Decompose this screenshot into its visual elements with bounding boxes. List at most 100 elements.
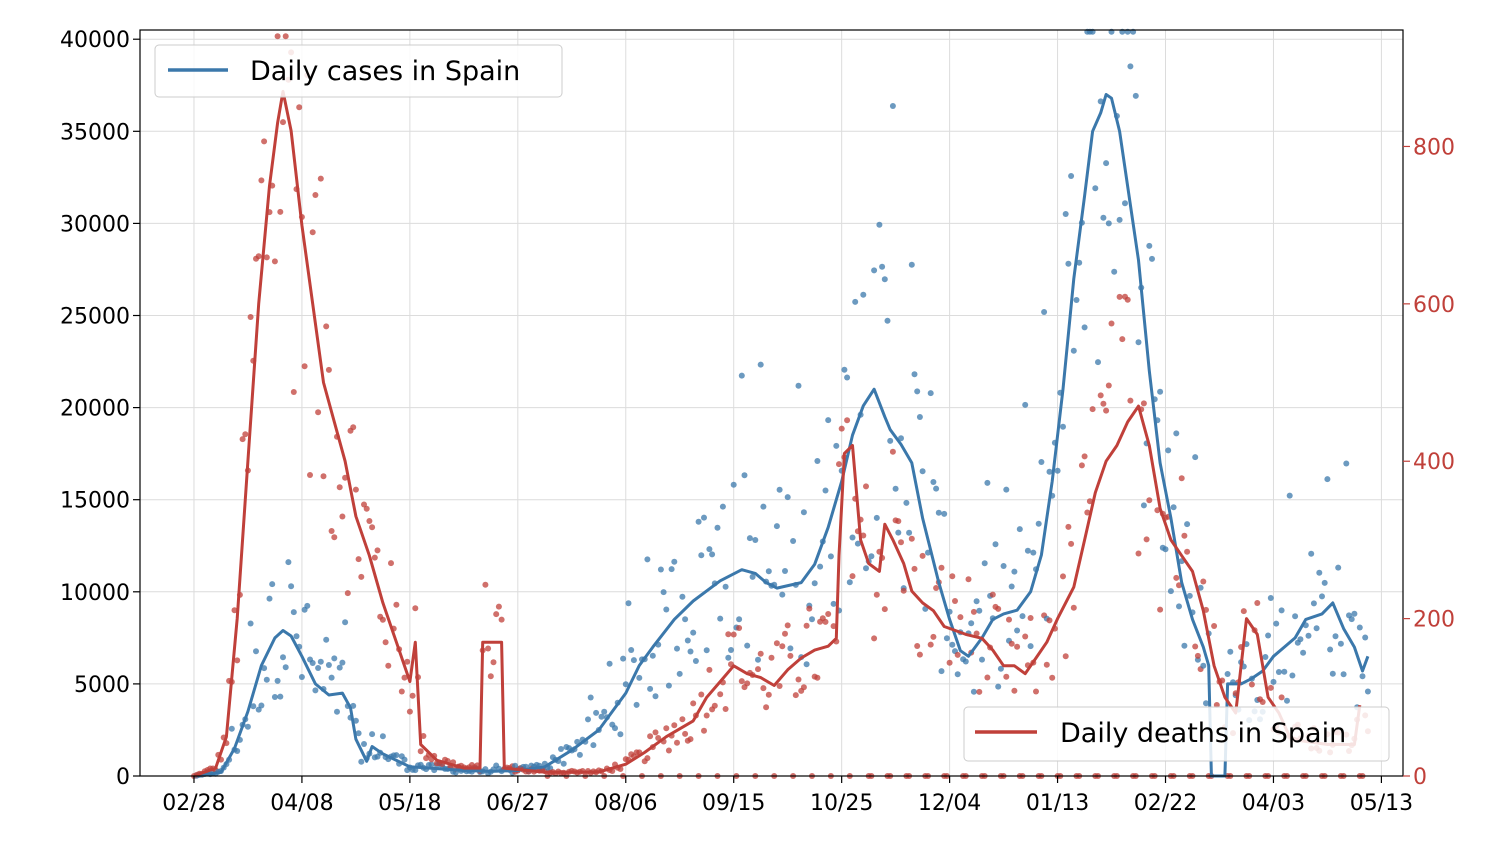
deaths-point [957,614,964,621]
cases-point [1116,216,1123,223]
cases-point [746,535,753,542]
deaths-point [420,733,427,739]
deaths-point [844,417,851,424]
cases-point [849,534,856,541]
cases-point [247,620,254,627]
cases-point [633,701,640,708]
cases-point [652,693,659,700]
cases-point [657,566,664,573]
y-right-tick-label-0: 0 [1413,765,1427,790]
deaths-point [344,590,351,597]
deaths-point [784,622,791,629]
cases-point [1022,401,1029,408]
cases-point [984,479,991,486]
cases-point [706,546,713,553]
deaths-point [258,177,265,184]
cases-point [962,658,969,665]
cases-point [852,298,859,305]
cases-point [644,556,651,563]
deaths-point [231,607,238,614]
deaths-point [325,366,332,373]
cases-point [393,752,400,759]
cases-point [1076,259,1083,266]
deaths-point [889,448,896,455]
cases-point [379,733,386,740]
deaths-point [247,314,254,320]
cases-line [193,93,1370,778]
cases-point [703,647,710,654]
cases-point [1127,63,1134,70]
deaths-point [976,688,983,695]
cases-point [784,494,791,501]
cases-point [1146,242,1153,249]
cases-point [992,541,999,548]
deaths-point [1081,453,1088,460]
cases-point [1305,632,1312,639]
deaths-point [317,175,324,182]
deaths-point [374,547,381,554]
cases-point [317,658,324,665]
legend-cases-label: Daily cases in Spain [250,56,520,87]
cases-point [1162,546,1169,553]
deaths-point [339,513,346,520]
cases-point [714,524,721,531]
cases-point [674,645,680,652]
cases-point [790,538,797,544]
deaths-point [1089,406,1096,413]
x-tick-label-0: 02/28 [162,791,225,816]
deaths-point [382,639,389,646]
cases-point [757,361,764,368]
deaths-point [255,253,262,260]
deaths-point [1068,540,1075,547]
cases-point [428,761,435,768]
deaths-point [830,623,837,630]
cases-point [1035,520,1042,527]
cases-point [1362,634,1369,641]
cases-point [1359,673,1366,680]
deaths-point [1100,400,1107,407]
deaths-point [908,535,915,542]
cases-point [1014,627,1021,634]
cases-point [1265,632,1272,639]
cases-point [1186,592,1193,599]
deaths-point [1267,684,1274,691]
deaths-point [900,587,907,594]
deaths-point [984,674,991,681]
cases-point [1343,460,1350,467]
cases-point [833,442,840,449]
cases-point [1313,625,1320,632]
cases-point [277,693,284,700]
legend-cases: Daily cases in Spain [154,44,563,98]
deaths-point [655,735,662,741]
deaths-point [1211,623,1218,629]
deaths-point [1248,681,1255,688]
deaths-point [1143,536,1150,543]
deaths-point [242,431,249,438]
cases-point [728,647,734,653]
deaths-point [1254,600,1261,606]
cases-point [811,580,818,587]
series-lines [193,89,1370,778]
cases-point [809,616,815,623]
deaths-point [768,654,775,661]
cases-point [941,510,948,517]
cases-point [860,291,867,298]
deaths-point [1181,532,1188,539]
cases-point [1332,633,1339,640]
cases-point [1289,672,1296,679]
deaths-point [417,748,424,755]
x-tick-label-4: 08/06 [594,791,657,816]
cases-point [935,509,942,516]
deaths-point [914,643,921,649]
deaths-point [1194,652,1201,659]
cases-point [258,702,265,709]
cases-point [1111,268,1118,275]
y-right-tick-label-1: 200 [1413,608,1455,633]
deaths-point [350,424,357,431]
cases-point [315,665,322,671]
deaths-point [1173,574,1180,581]
cases-point [876,221,883,228]
y-axis-right: 0 200 400 600 800 [1403,135,1455,790]
deaths-point [644,755,651,762]
deaths-point [690,700,697,707]
